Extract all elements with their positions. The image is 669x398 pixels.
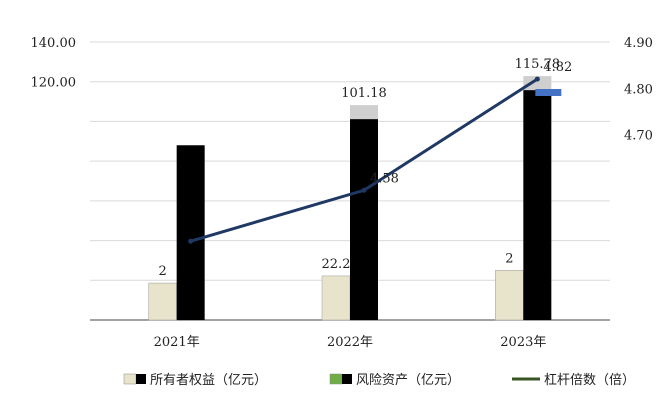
- left-tick-label: 140.00: [31, 36, 77, 51]
- legend-item: 杠杆倍数（倍）: [512, 372, 635, 388]
- bar-risk-assets: [523, 90, 552, 321]
- bar-owners-equity: [321, 275, 351, 321]
- bar-owners-equity: [495, 270, 524, 321]
- left-axis: 140.00 120.00: [31, 36, 77, 91]
- right-axis: 4.90 4.80 4.70: [624, 36, 653, 144]
- leverage-point: [188, 238, 194, 244]
- data-label-equity: 2: [159, 264, 167, 279]
- legend-swatch-dark: [136, 374, 146, 384]
- data-label-leverage: 4.82: [543, 60, 572, 75]
- leverage-point: [534, 76, 540, 82]
- x-tick-label: 2022年: [327, 335, 373, 350]
- x-tick-label: 2021年: [154, 335, 200, 350]
- left-tick-label: 120.00: [31, 76, 77, 91]
- x-tick-label: 2023年: [500, 335, 546, 350]
- legend-item: 风险资产（亿元）: [329, 373, 460, 388]
- bar-series: [148, 76, 552, 321]
- legend-label: 风险资产（亿元）: [356, 373, 460, 388]
- bar-risk-assets-cap: [523, 76, 552, 91]
- leverage-point: [361, 187, 367, 193]
- bar-risk-assets: [176, 145, 205, 320]
- bar-risk-assets-cap: [350, 105, 378, 120]
- bar-owners-equity: [148, 282, 177, 321]
- data-label-equity: 22.2: [322, 257, 351, 272]
- legend-item: 所有者权益（亿元）: [123, 372, 267, 388]
- accent-marker: [535, 89, 562, 96]
- legend-label: 杠杆倍数（倍）: [544, 372, 635, 388]
- data-label-risk-assets: 115.78: [515, 57, 561, 72]
- right-tick-label: 4.80: [624, 82, 653, 97]
- legend-swatch: [123, 373, 137, 385]
- legend-swatch: [329, 373, 343, 385]
- right-tick-label: 4.90: [624, 36, 653, 51]
- right-tick-label: 4.70: [624, 129, 653, 144]
- x-axis: 2021年 2022年 2023年: [154, 335, 547, 350]
- legend: 所有者权益（亿元） 风险资产（亿元） 杠杆倍数（倍）: [123, 372, 635, 388]
- line-series: [188, 76, 562, 244]
- data-label-risk-assets: 101.18: [341, 86, 387, 101]
- bar-risk-assets: [350, 119, 378, 321]
- data-label-equity: 2: [505, 251, 513, 266]
- legend-label: 所有者权益（亿元）: [150, 372, 267, 388]
- data-label-leverage: 4.58: [370, 171, 399, 186]
- legend-swatch-dark: [342, 374, 352, 384]
- data-labels: 2 22.2 101.18 2 115.78 4.58 4.82: [159, 57, 573, 279]
